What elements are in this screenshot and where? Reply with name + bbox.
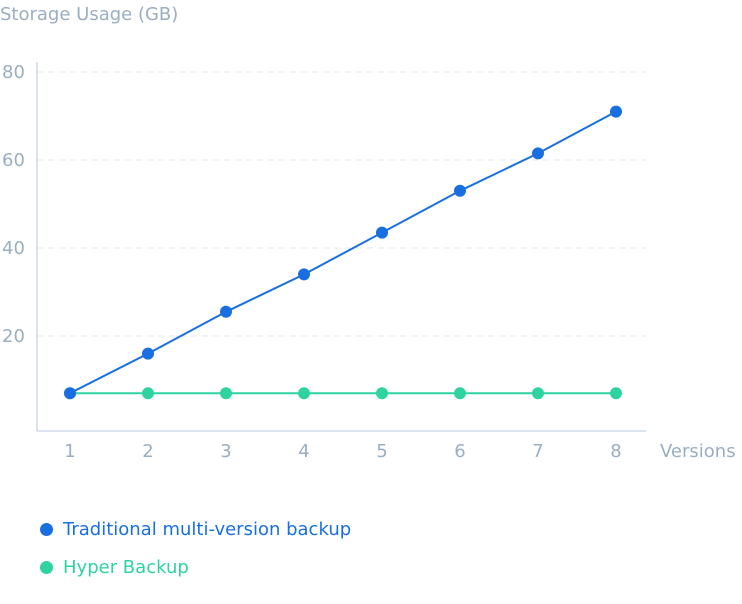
x-tick-label-6: 6 (454, 441, 465, 462)
x-tick-label-2: 2 (142, 441, 153, 462)
y-tick-label-60: 60 (2, 150, 25, 171)
data-point-traditional-7 (532, 147, 544, 160)
data-point-hyper-backup-2 (142, 387, 154, 400)
chart-title: Storage Usage (GB) (0, 4, 178, 25)
x-tick-label-7: 7 (532, 441, 543, 462)
data-point-traditional-6 (454, 184, 466, 197)
x-tick-label-8: 8 (610, 441, 621, 462)
data-point-traditional-8 (610, 105, 622, 118)
series-hyper-backup (64, 387, 622, 400)
data-point-hyper-backup-6 (454, 387, 466, 400)
chart-legend: Traditional multi-version backup Hyper B… (40, 510, 351, 586)
x-axis-label: Versions (660, 441, 736, 462)
legend-item-hyper-backup[interactable]: Hyper Backup (40, 548, 351, 586)
legend-item-traditional[interactable]: Traditional multi-version backup (40, 510, 351, 548)
legend-marker-traditional (40, 522, 53, 536)
series-group (64, 105, 622, 400)
data-point-hyper-backup-7 (532, 387, 544, 400)
y-tick-label-40: 40 (2, 238, 25, 259)
legend-marker-hyper-backup (40, 560, 53, 574)
legend-label-traditional: Traditional multi-version backup (63, 518, 352, 540)
x-tick-label-3: 3 (220, 441, 231, 462)
x-tick-label-4: 4 (298, 441, 309, 462)
series-line-traditional (69, 110, 617, 395)
data-point-traditional-5 (376, 226, 388, 239)
x-tick-label-5: 5 (376, 441, 387, 462)
y-tick-label-20: 20 (2, 326, 25, 347)
data-point-hyper-backup-3 (220, 387, 232, 400)
grid-lines (37, 71, 646, 337)
series-traditional (64, 105, 622, 400)
y-tick-label-80: 80 (2, 62, 25, 83)
data-point-hyper-backup-5 (376, 387, 388, 400)
data-point-hyper-backup-4 (298, 387, 310, 400)
data-point-traditional-2 (142, 347, 154, 360)
data-point-traditional-4 (298, 268, 310, 281)
axes: 20 40 60 80 1 2 3 4 5 6 7 8 (2, 62, 646, 462)
legend-label-hyper-backup: Hyper Backup (63, 556, 189, 578)
data-point-hyper-backup-8 (610, 387, 622, 400)
data-point-traditional-1 (64, 387, 76, 400)
data-point-traditional-3 (220, 305, 232, 318)
x-tick-label-1: 1 (64, 441, 75, 462)
